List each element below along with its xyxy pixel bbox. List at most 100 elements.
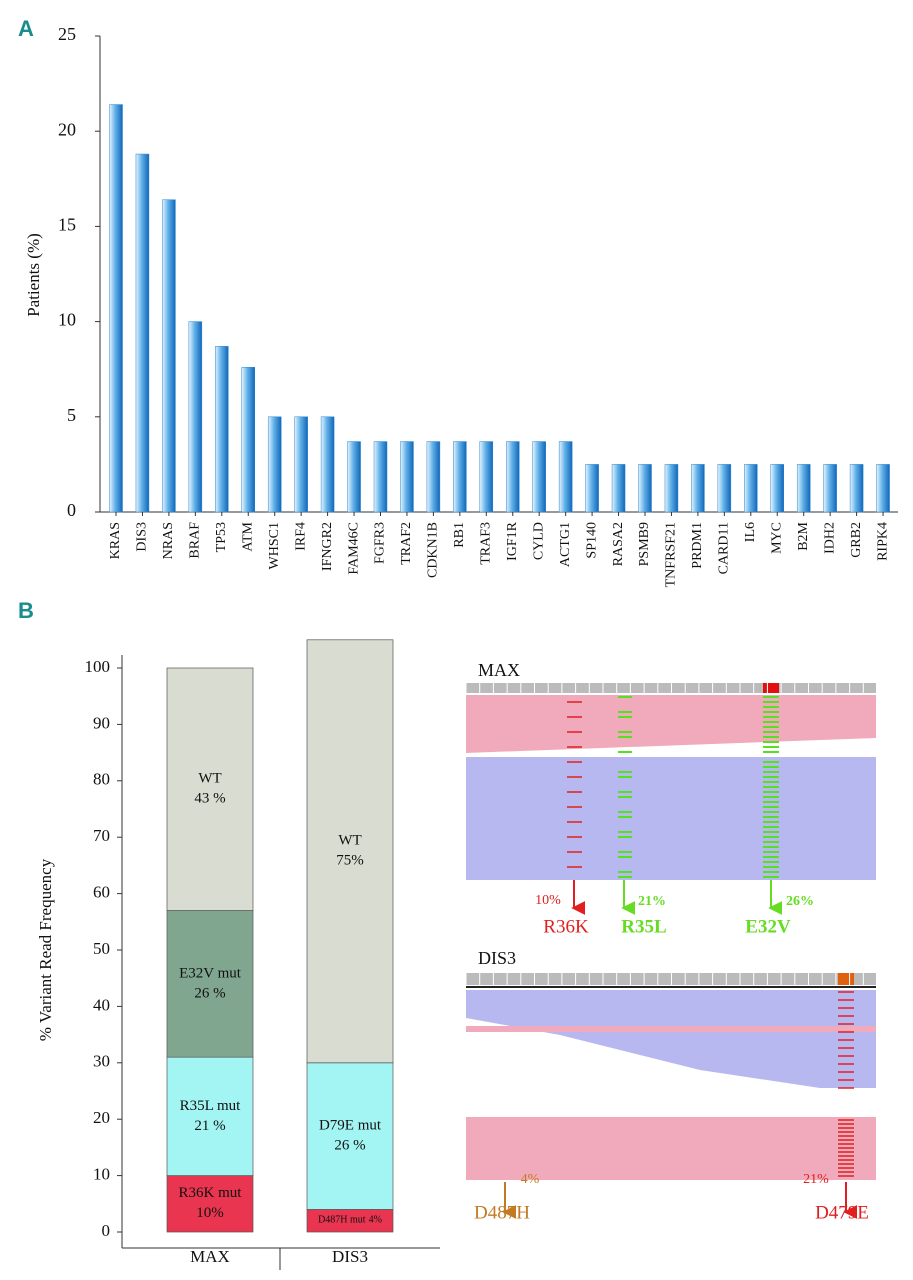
- x-tick-label: FAM46C: [346, 522, 361, 575]
- value-label: 10%: [196, 1205, 224, 1221]
- x-tick-label: NRAS: [161, 522, 176, 559]
- series-name: E32V mut: [179, 965, 242, 981]
- bar: [849, 464, 864, 513]
- bar: [876, 464, 890, 513]
- bar: [135, 153, 150, 513]
- y-tick-label: 0: [67, 500, 76, 520]
- x-tick-label: B2M: [796, 521, 811, 550]
- y-tick-label: 50: [93, 939, 110, 958]
- x-tick-label: GRB2: [849, 522, 864, 558]
- bar: [347, 441, 361, 513]
- x-tick-label: IGF1R: [505, 521, 520, 561]
- panel-label: A: [18, 16, 34, 41]
- y-axis-label: Patients (%): [24, 233, 43, 317]
- x-tick-label: TNFRSF21: [664, 522, 679, 587]
- variant-percent: 21%: [638, 894, 666, 909]
- bar-segment: [166, 1175, 254, 1233]
- bar: [744, 464, 758, 513]
- variant-name: D487H: [474, 1202, 530, 1223]
- bar: [823, 464, 837, 513]
- bar-segment: [306, 1062, 394, 1210]
- x-tick-label: DIS3: [332, 1247, 368, 1266]
- bar: [188, 321, 203, 513]
- variant-name: D479E: [815, 1202, 869, 1223]
- y-tick-label: 5: [67, 405, 76, 425]
- track-title: DIS3: [478, 948, 516, 968]
- y-tick-label: 0: [102, 1221, 111, 1240]
- variant-name: E32V: [745, 916, 791, 937]
- x-tick-label: ATM: [240, 521, 255, 551]
- value-label: 75%: [336, 853, 364, 869]
- bar: [796, 464, 811, 513]
- x-tick-label: WHSC1: [267, 522, 282, 569]
- bar: [558, 441, 573, 513]
- bar: [479, 441, 494, 513]
- bar: [691, 464, 705, 513]
- track-title: MAX: [478, 660, 520, 680]
- x-tick-label: ACTG1: [558, 522, 573, 567]
- bar: [215, 346, 229, 513]
- y-tick-label: 20: [58, 119, 76, 139]
- value-label: 4%: [369, 1215, 382, 1226]
- bar: [400, 441, 414, 513]
- y-tick-label: 60: [93, 883, 110, 902]
- series-name: WT: [198, 771, 221, 787]
- x-tick-label: TP53: [214, 522, 229, 552]
- ruler-mark: [838, 973, 854, 985]
- x-tick-label: TRAF2: [399, 522, 414, 565]
- x-tick-label: MYC: [769, 522, 784, 554]
- y-tick-label: 80: [93, 770, 110, 789]
- y-tick-label: 25: [58, 24, 76, 44]
- x-tick-label: IFNGR2: [320, 522, 335, 571]
- x-tick-label: SP140: [584, 522, 599, 559]
- bar-segment: [166, 1056, 254, 1176]
- x-tick-label: RASA2: [611, 522, 626, 566]
- bar: [426, 441, 441, 513]
- ruler-mark: [763, 683, 779, 693]
- variant-percent: 4%: [521, 1172, 540, 1187]
- bar: [585, 464, 599, 513]
- series-name: R36K mut: [179, 1185, 243, 1201]
- y-tick-label: 10: [58, 310, 76, 330]
- variant-name: R35L: [621, 916, 666, 937]
- reads-reverse: [466, 757, 876, 880]
- value-label: 26 %: [334, 1138, 365, 1154]
- x-tick-label: PRDM1: [690, 522, 705, 569]
- igv-screens: [465, 683, 876, 1219]
- reads-reverse: [466, 990, 876, 1088]
- variant-percent: 21%: [803, 1172, 829, 1187]
- bar: [109, 104, 123, 513]
- reads-forward: [466, 1117, 876, 1180]
- bar: [532, 441, 546, 513]
- value-label: 21 %: [194, 1118, 225, 1134]
- y-tick-label: 70: [93, 826, 110, 845]
- x-tick-label: PSMB9: [637, 522, 652, 566]
- series-name: D79E mut: [319, 1118, 382, 1134]
- x-tick-label: KRAS: [108, 522, 123, 559]
- y-axis-label: % Variant Read Frequency: [36, 858, 55, 1041]
- x-tick-label: IL6: [743, 522, 758, 542]
- bar: [267, 416, 282, 513]
- bar: [320, 416, 335, 513]
- bar: [162, 199, 176, 513]
- x-tick-label: MAX: [190, 1247, 230, 1266]
- y-tick-label: 40: [93, 995, 110, 1014]
- bar: [294, 416, 308, 513]
- variant-name: R36K: [543, 916, 589, 937]
- x-tick-label: CDKN1B: [426, 522, 441, 578]
- panel-label: B: [18, 598, 34, 623]
- segment-label: D487H mut 4%: [318, 1215, 382, 1226]
- bar-segment: [306, 639, 394, 1064]
- x-tick-label: CYLD: [531, 522, 546, 560]
- bar: [506, 441, 520, 513]
- series-name: WT: [338, 833, 361, 849]
- series-name: D487H mut: [318, 1215, 366, 1226]
- bar-segment: [166, 667, 254, 911]
- bar: [770, 464, 784, 513]
- bar: [241, 367, 255, 513]
- y-tick-label: 20: [93, 1108, 110, 1127]
- variant-percent: 10%: [535, 893, 561, 908]
- bar: [373, 441, 388, 513]
- x-tick-label: DIS3: [135, 522, 150, 552]
